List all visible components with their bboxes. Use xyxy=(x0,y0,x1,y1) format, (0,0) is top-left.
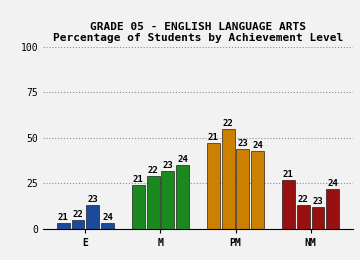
Bar xyxy=(86,205,99,229)
Bar xyxy=(101,223,114,229)
Bar xyxy=(297,205,310,229)
Text: 21: 21 xyxy=(283,170,294,179)
Bar xyxy=(176,165,189,229)
Title: GRADE 05 - ENGLISH LANGUAGE ARTS
Percentage of Students by Achievement Level: GRADE 05 - ENGLISH LANGUAGE ARTS Percent… xyxy=(53,22,343,43)
Bar xyxy=(327,189,339,229)
Text: 23: 23 xyxy=(162,161,173,170)
Bar xyxy=(311,207,324,229)
Text: 24: 24 xyxy=(102,213,113,222)
Bar xyxy=(282,180,295,229)
Bar xyxy=(147,176,159,229)
Text: 22: 22 xyxy=(148,166,158,175)
Bar xyxy=(207,143,220,229)
Text: 21: 21 xyxy=(208,133,219,142)
Bar xyxy=(222,129,235,229)
Text: 24: 24 xyxy=(328,179,338,188)
Text: 23: 23 xyxy=(312,197,323,206)
Text: 21: 21 xyxy=(133,175,144,184)
Text: 24: 24 xyxy=(177,155,188,164)
Text: 24: 24 xyxy=(252,141,263,149)
Text: 23: 23 xyxy=(87,195,98,204)
Bar xyxy=(251,151,264,229)
Text: 22: 22 xyxy=(298,195,309,204)
Text: 22: 22 xyxy=(73,210,84,219)
Text: 21: 21 xyxy=(58,213,68,222)
Bar xyxy=(72,220,85,229)
Bar xyxy=(161,171,174,229)
Text: 23: 23 xyxy=(238,139,248,148)
Bar xyxy=(132,185,145,229)
Text: 22: 22 xyxy=(223,119,234,128)
Bar xyxy=(57,223,69,229)
Bar xyxy=(237,149,249,229)
